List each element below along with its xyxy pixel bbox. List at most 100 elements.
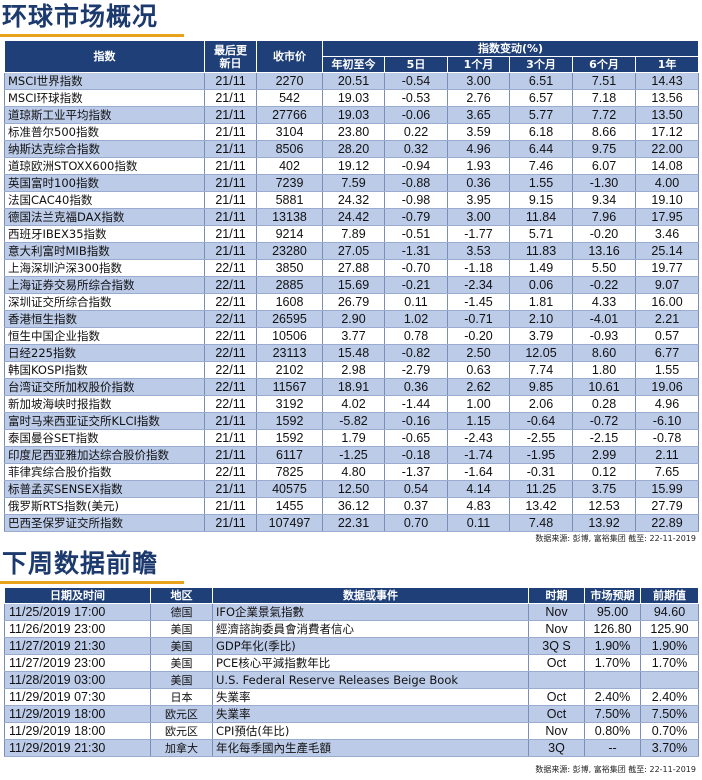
forecast-cell: --: [584, 739, 641, 757]
change-1m-cell: -1.77: [447, 225, 510, 243]
market-overview-source: 数据来源: 彭博, 富裕集团 截至: 22-11-2019: [535, 534, 696, 543]
event-cell: 經濟諮詢委員會消費者信心: [212, 620, 529, 638]
region-cell: 加拿大: [150, 739, 213, 757]
ytd-cell: -1.25: [322, 446, 385, 464]
last-update-cell: 21/11: [204, 497, 257, 515]
last-update-cell: 22/11: [204, 463, 257, 481]
table-row: 11/27/2019 21:30 美国 GDP年化(季比) 3Q S 1.90% 1.90…: [4, 637, 699, 655]
table-row: 恒生中国企业指数 22/11 10506 3.77 0.78 -0.20 3.79 -0.93…: [4, 327, 700, 345]
close-cell: 3850: [256, 259, 323, 277]
change-5d-cell: -0.16: [384, 412, 448, 430]
event-cell: 失業率: [212, 688, 529, 706]
ytd-cell: 1.79: [322, 429, 385, 447]
change-6m-cell: -0.22: [572, 276, 636, 294]
data-preview-body: 11/25/2019 17:00 德国 IFO企業景氣指數 Nov 95.00 94.60…: [4, 603, 699, 757]
change-6m-cell: 1.80: [572, 361, 636, 379]
change-6m-cell: 7.72: [572, 106, 636, 124]
change-1m-cell: 0.11: [447, 514, 510, 532]
change-5d-cell: 0.70: [384, 514, 448, 532]
table-row: 韩国KOSPI指数 22/11 2102 2.98 -2.79 0.63 7.74 1.80 1…: [4, 361, 700, 379]
col-header-last-update: 最后更新日: [204, 40, 257, 73]
change-3m-cell: 7.46: [509, 157, 573, 175]
change-3m-cell: 2.10: [509, 310, 573, 328]
col-header-datetime: 日期及时间: [4, 587, 151, 604]
forecast-cell: 7.50%: [584, 705, 641, 723]
change-6m-cell: 8.60: [572, 344, 636, 362]
ytd-cell: 4.02: [322, 395, 385, 413]
last-update-cell: 21/11: [204, 140, 257, 158]
close-cell: 3104: [256, 123, 323, 141]
close-cell: 40575: [256, 480, 323, 498]
table-row: 11/26/2019 23:00 美国 經濟諮詢委員會消費者信心 Nov 126.80 1…: [4, 620, 699, 638]
table-row: 11/29/2019 18:00 欧元区 CPI預估(年比) Nov 0.80% 0.70…: [4, 722, 699, 740]
ytd-cell: 23.80: [322, 123, 385, 141]
last-update-cell: 21/11: [204, 412, 257, 430]
region-cell: 欧元区: [150, 722, 213, 740]
index-name-cell: 纳斯达克综合指数: [4, 140, 205, 158]
change-1y-cell: 7.65: [634, 463, 700, 481]
index-name-cell: 印度尼西亚雅加达综合股价指数: [4, 446, 205, 464]
datetime-cell: 11/27/2019 23:00: [4, 654, 151, 672]
previous-cell: 7.50%: [640, 705, 699, 723]
change-1m-cell: 0.36: [447, 174, 510, 192]
close-cell: 542: [256, 89, 323, 107]
table-row: 上海证券交易所综合指数 22/11 2885 15.69 -0.21 -2.34 0.06-…: [4, 276, 700, 294]
last-update-cell: 22/11: [204, 344, 257, 362]
change-6m-cell: -0.20: [572, 225, 636, 243]
ytd-cell: 36.12: [322, 497, 385, 515]
ytd-cell: 26.79: [322, 293, 385, 311]
change-6m-cell: 2.99: [572, 446, 636, 464]
change-1m-cell: 2.76: [447, 89, 510, 107]
change-5d-cell: -0.98: [384, 191, 448, 209]
change-1y-cell: 27.79: [634, 497, 700, 515]
region-cell: 美国: [150, 637, 213, 655]
period-cell: [528, 671, 585, 689]
table-row: 深圳证交所综合指数 22/11 1608 26.79 0.11 -1.45 1.81 4.33…: [4, 293, 700, 311]
previous-cell: 1.90%: [640, 637, 699, 655]
last-update-cell: 21/11: [204, 446, 257, 464]
change-1m-cell: -1.74: [447, 446, 510, 464]
period-cell: Nov: [528, 620, 585, 638]
ytd-cell: 24.32: [322, 191, 385, 209]
change-6m-cell: -0.72: [572, 412, 636, 430]
change-1y-cell: 19.06: [634, 378, 700, 396]
change-6m-cell: 12.53: [572, 497, 636, 515]
region-cell: 欧元区: [150, 705, 213, 723]
last-update-cell: 21/11: [204, 157, 257, 175]
change-6m-cell: 7.18: [572, 89, 636, 107]
change-5d-cell: -2.79: [384, 361, 448, 379]
col-header-3m: 3个月: [509, 56, 573, 73]
change-6m-cell: -2.15: [572, 429, 636, 447]
change-6m-cell: 0.28: [572, 395, 636, 413]
change-3m-cell: 9.85: [509, 378, 573, 396]
last-update-cell: 22/11: [204, 293, 257, 311]
table-row: 法国CAC40指数 21/11 5881 24.32 -0.98 3.95 9.15 9.34…: [4, 191, 700, 209]
change-5d-cell: 0.32: [384, 140, 448, 158]
change-1y-cell: 22.89: [634, 514, 700, 532]
change-1y-cell: 3.46: [634, 225, 700, 243]
index-name-cell: 俄罗斯RTS指数(美元): [4, 497, 205, 515]
close-cell: 7825: [256, 463, 323, 481]
change-6m-cell: 10.61: [572, 378, 636, 396]
table-row: 香港恒生指数 22/11 26595 2.90 1.02 -0.71 2.10 -4.01 2.…: [4, 310, 700, 328]
change-1y-cell: 15.99: [634, 480, 700, 498]
change-5d-cell: 1.02: [384, 310, 448, 328]
change-1y-cell: 9.07: [634, 276, 700, 294]
change-1m-cell: -1.64: [447, 463, 510, 481]
previous-cell: 0.70%: [640, 722, 699, 740]
change-6m-cell: 0.12: [572, 463, 636, 481]
change-5d-cell: -0.65: [384, 429, 448, 447]
change-5d-cell: -0.88: [384, 174, 448, 192]
index-name-cell: 标普孟买SENSEX指数: [4, 480, 205, 498]
ytd-cell: -5.82: [322, 412, 385, 430]
col-header-close: 收市价: [256, 40, 323, 73]
close-cell: 1608: [256, 293, 323, 311]
table-row: 巴西圣保罗证交所指数 21/11 107497 22.31 0.70 0.11 7.48 13…: [4, 514, 700, 532]
change-3m-cell: 1.55: [509, 174, 573, 192]
change-3m-cell: 6.51: [509, 72, 573, 90]
close-cell: 23113: [256, 344, 323, 362]
ytd-cell: 19.03: [322, 106, 385, 124]
change-5d-cell: -1.44: [384, 395, 448, 413]
change-3m-cell: 7.74: [509, 361, 573, 379]
change-6m-cell: 9.75: [572, 140, 636, 158]
